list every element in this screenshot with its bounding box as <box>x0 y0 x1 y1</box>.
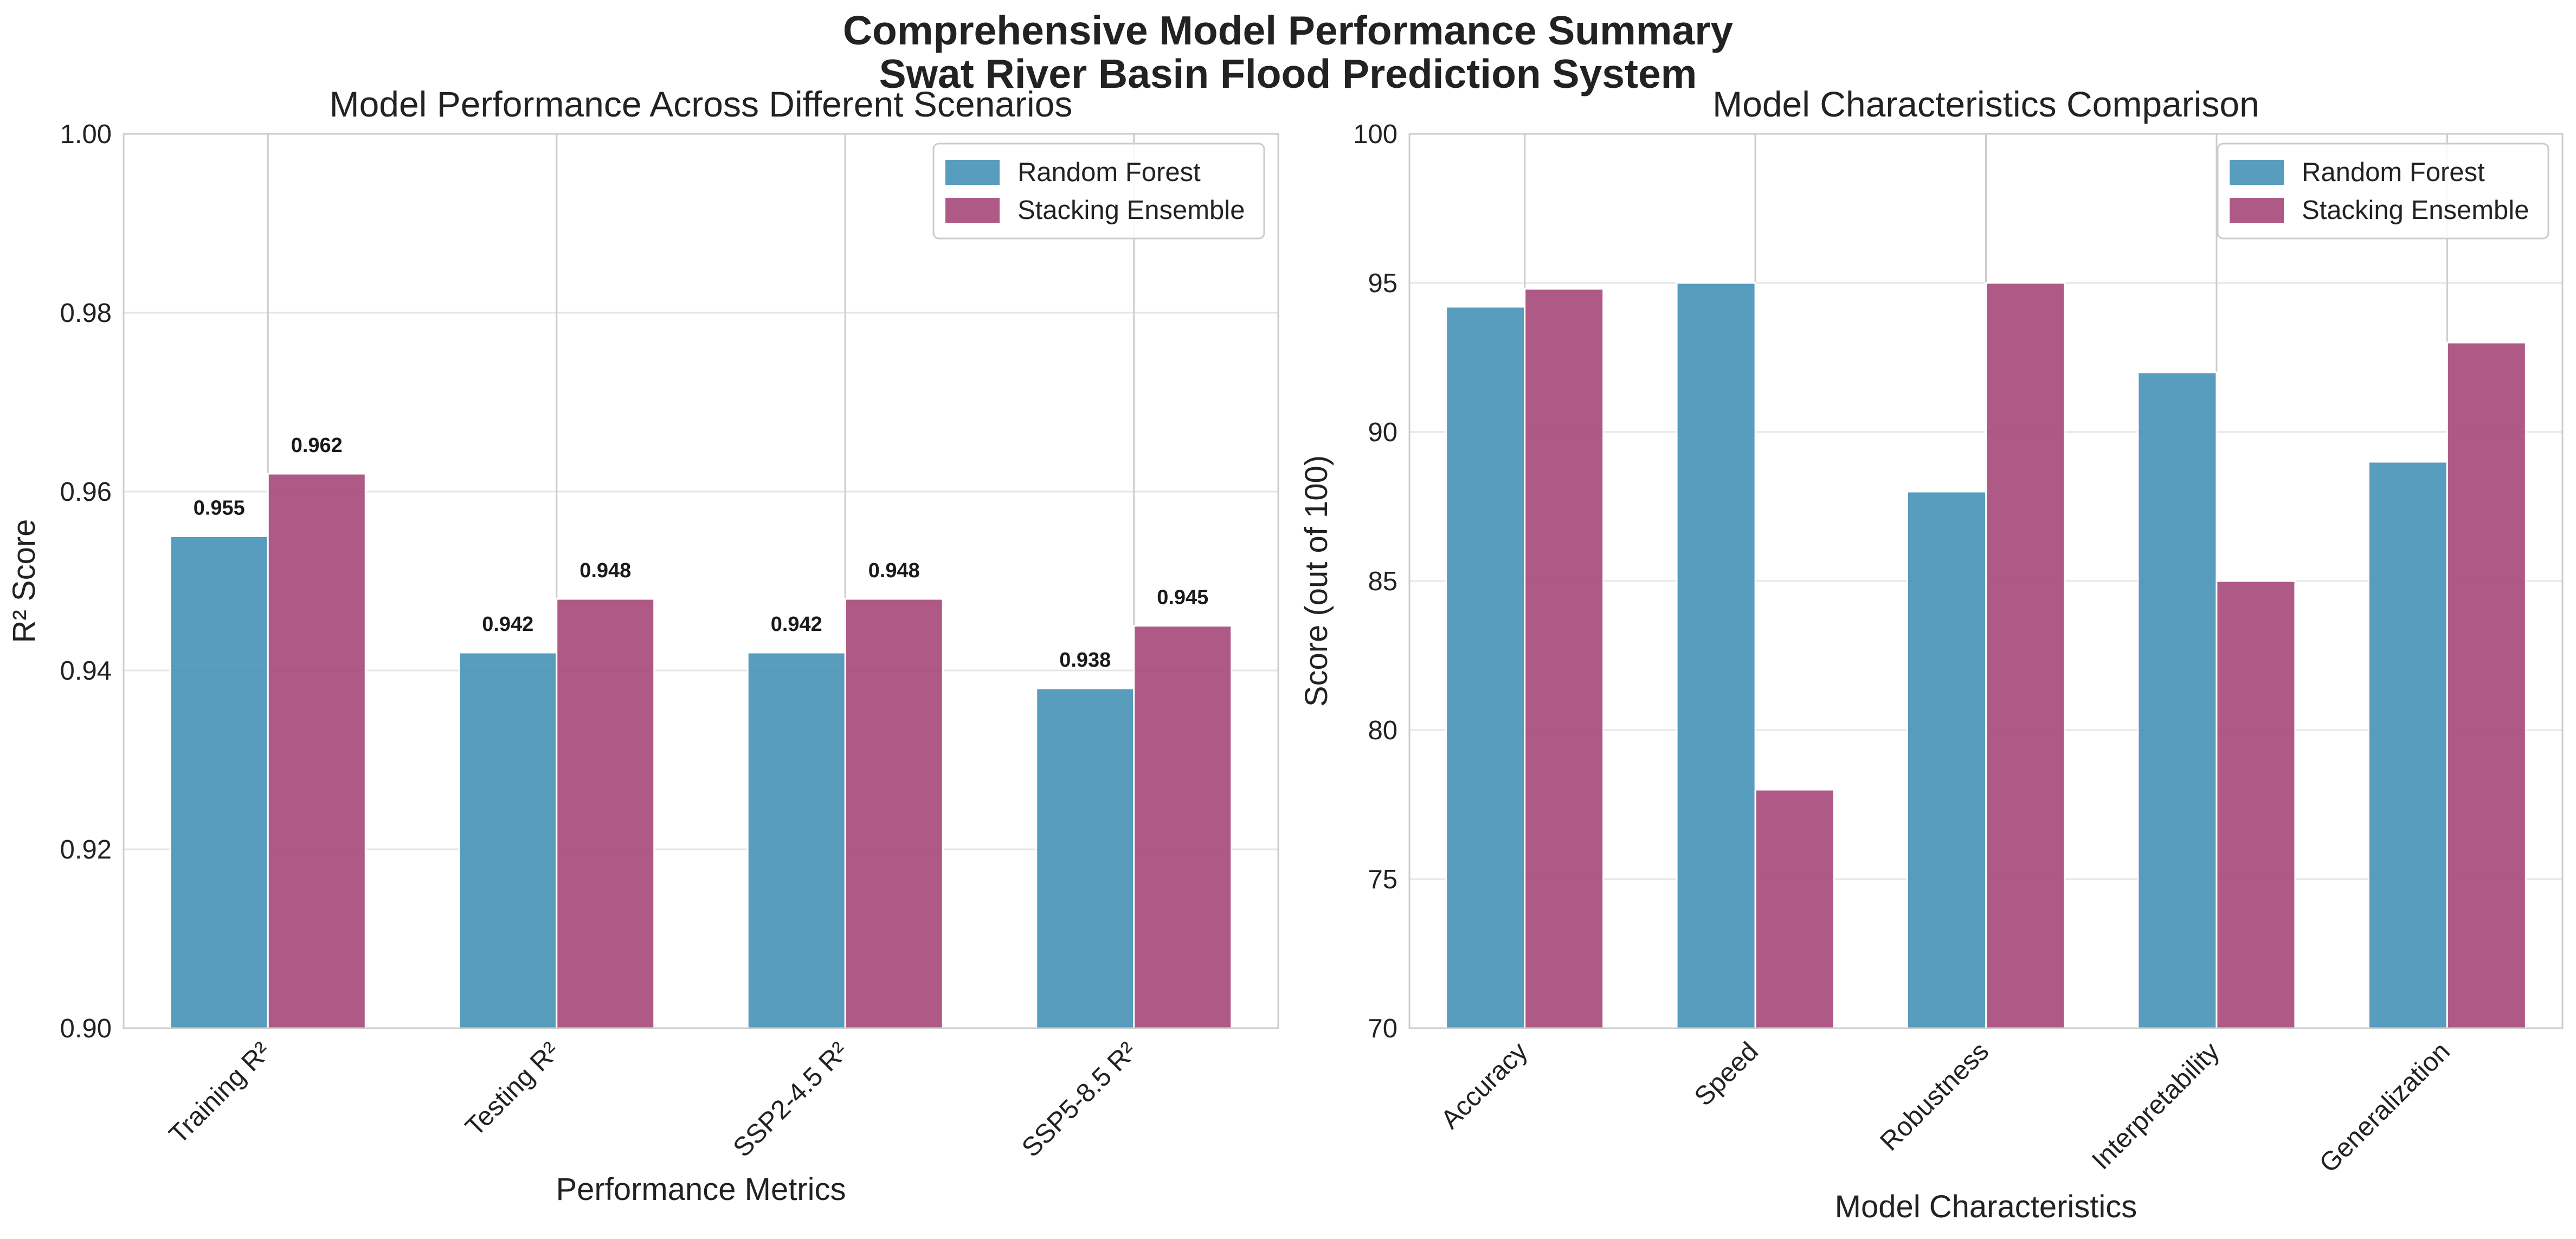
y-tick-label: 90 <box>1368 418 1398 447</box>
data-label: 0.948 <box>579 559 631 582</box>
x-axis-label: Performance Metrics <box>556 1172 846 1207</box>
y-axis-label: Score (out of 100) <box>1299 455 1334 707</box>
data-label: 0.942 <box>771 613 822 636</box>
y-tick-label: 85 <box>1368 567 1398 596</box>
legend-box <box>932 143 1265 240</box>
bar-stacking-ensemble-ssp2-4-5-r <box>844 598 944 1029</box>
axes-title: Model Characteristics Comparison <box>1712 84 2259 124</box>
legend-swatch-random-forest <box>2230 160 2284 185</box>
data-label: 0.962 <box>291 434 343 457</box>
axes-frame <box>123 133 1279 1029</box>
y-tick-label: 95 <box>1368 269 1398 298</box>
data-label: 0.955 <box>194 497 245 520</box>
suptitle-line-1: Comprehensive Model Performance Summary <box>843 8 1733 53</box>
legend-label-stacking-ensemble: Stacking Ensemble <box>1017 196 1245 225</box>
axes-title: Model Performance Across Different Scena… <box>330 84 1073 124</box>
data-label: 0.938 <box>1059 649 1111 672</box>
y-tick-label: 0.92 <box>60 835 112 864</box>
data-label: 0.948 <box>868 559 920 582</box>
legend-label-random-forest: Random Forest <box>1017 158 1201 187</box>
bar-stacking-ensemble-training-r <box>267 473 366 1029</box>
bar-stacking-ensemble-ssp5-8-5-r <box>1133 625 1233 1029</box>
y-tick-label: 1.00 <box>60 120 112 149</box>
bar-random-forest-robustness <box>1907 491 1987 1029</box>
legend-swatch-random-forest <box>945 160 1000 185</box>
axes-frame <box>1408 133 2564 1029</box>
bar-random-forest-generalization <box>2367 461 2448 1029</box>
bar-stacking-ensemble-accuracy <box>1524 288 1605 1029</box>
x-axis-label: Model Characteristics <box>1835 1189 2137 1224</box>
y-axis-label: R² Score <box>7 519 42 643</box>
y-tick-label: 100 <box>1353 120 1398 149</box>
bar-random-forest-testing-r <box>458 651 558 1029</box>
bar-stacking-ensemble-speed <box>1754 789 1835 1029</box>
y-tick-label: 0.94 <box>60 656 112 686</box>
legend: Random Forest Stacking Ensemble <box>932 143 1265 240</box>
bar-stacking-ensemble-interpretability <box>2216 580 2296 1029</box>
bar-random-forest-ssp2-4-5-r <box>746 651 846 1029</box>
bar-stacking-ensemble-generalization <box>2446 341 2527 1029</box>
bar-stacking-ensemble-testing-r <box>556 598 655 1029</box>
bar-random-forest-training-r <box>169 535 269 1029</box>
bar-random-forest-speed <box>1676 282 1756 1029</box>
legend: Random Forest Stacking Ensemble <box>2217 143 2549 240</box>
data-label: 0.942 <box>482 613 533 636</box>
y-tick-label: 75 <box>1368 865 1398 894</box>
y-tick-label: 0.96 <box>60 477 112 507</box>
y-tick-label: 80 <box>1368 716 1398 745</box>
y-tick-label: 0.90 <box>60 1014 112 1043</box>
legend-label-random-forest: Random Forest <box>2302 158 2485 187</box>
y-tick-label: 0.98 <box>60 299 112 328</box>
bar-random-forest-ssp5-8-5-r <box>1035 687 1135 1029</box>
data-label: 0.945 <box>1157 586 1208 609</box>
bar-stacking-ensemble-robustness <box>1985 282 2065 1029</box>
bar-random-forest-accuracy <box>1445 306 1526 1029</box>
legend-swatch-stacking-ensemble <box>2230 198 2284 223</box>
suptitle-line-2: Swat River Basin Flood Prediction System <box>879 51 1697 96</box>
bar-random-forest-interpretability <box>2137 371 2218 1029</box>
legend-box <box>2217 143 2549 240</box>
legend-label-stacking-ensemble: Stacking Ensemble <box>2302 196 2529 225</box>
y-tick-label: 70 <box>1368 1014 1398 1043</box>
legend-swatch-stacking-ensemble <box>945 198 1000 223</box>
